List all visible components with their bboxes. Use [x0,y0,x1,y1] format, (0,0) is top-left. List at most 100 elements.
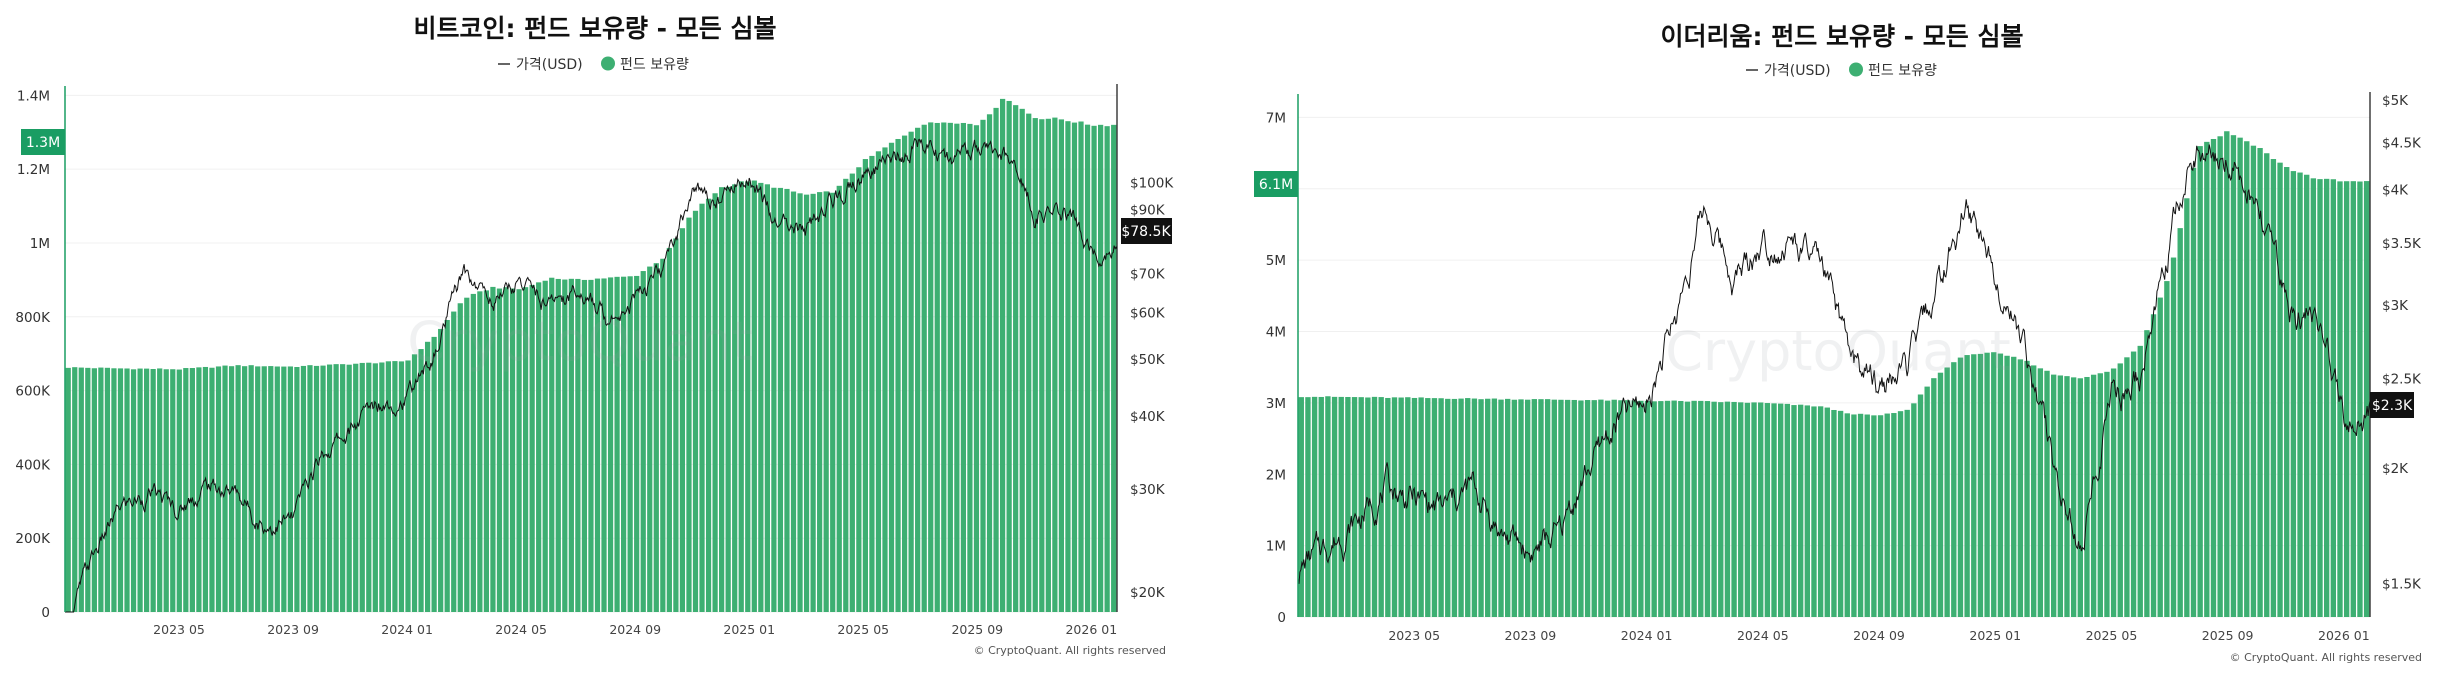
holdings-bar [1678,400,1684,617]
holdings-bar [568,278,574,612]
holdings-bar [1026,113,1032,613]
holdings-bar [1924,386,1930,617]
holdings-bar [2077,378,2083,617]
holdings-bar [2270,159,2277,617]
holdings-bar [2157,297,2163,617]
legend-holdings-label[interactable]: 펀드 보유량 [620,57,689,73]
holdings-bar [1331,396,1338,617]
holdings-bar [1971,354,1977,617]
current-price-badge-bg [2370,392,2414,418]
holdings-bar [1724,401,1731,617]
holdings-bar [895,138,901,613]
holdings-bar [934,122,940,613]
right-tick-label: $1.5K [2382,577,2422,593]
holdings-bar [104,367,111,612]
holdings-bar [137,368,143,612]
holdings-bar [326,364,333,612]
holdings-bar [2170,257,2177,617]
legend-price-label[interactable]: 가격(USD) [1764,63,1831,79]
holdings-bar [464,297,470,612]
holdings-bar [1738,402,1744,617]
holdings-bar [1658,401,1664,617]
holdings-bar [1578,400,1584,617]
holdings-bar [562,279,568,612]
holdings-bar [908,131,914,612]
holdings-bar [2343,181,2350,617]
holdings-bar [287,366,293,612]
holdings-bar [653,263,659,612]
x-tick-label: 2025 05 [837,622,889,637]
plot-area [1297,92,2371,618]
holdings-bar [2164,281,2170,617]
holdings-bar [915,127,921,613]
holdings-bar [144,368,150,612]
left-tick-label: 7M [1266,110,1286,126]
holdings-bar [1084,124,1091,613]
holdings-bar [457,303,463,612]
holdings-bar [2257,148,2263,617]
holdings-bar [1977,353,1984,617]
holdings-bar [1485,398,1491,617]
holdings-bar [346,364,352,612]
holdings-bar [2317,179,2323,617]
holdings-bar [679,228,686,612]
chart-title: 비트코인: 펀드 보유량 - 모든 심볼 [414,14,777,43]
holdings-bar [2290,171,2297,617]
holdings-bar [300,365,307,612]
holdings-bar [732,184,738,612]
holdings-bar [1531,399,1537,617]
holdings-bar [2137,345,2143,617]
holdings-bar [960,122,967,612]
right-tick-label: $70K [1130,266,1166,282]
holdings-bar [999,98,1006,612]
left-tick-label: 1M [30,236,50,252]
holdings-bar [1691,400,1697,617]
holdings-bar [1877,415,1884,617]
current-holdings-value: 1.3M [26,135,60,151]
copyright-text: © CryptoQuant. All rights reserved [974,644,1166,657]
holdings-bar [1438,398,1444,617]
holdings-bar [1538,399,1544,617]
holdings-bar [1091,125,1097,612]
x-tick-label: 2024 01 [1621,628,1673,643]
legend-holdings-label[interactable]: 펀드 보유량 [1868,63,1937,79]
holdings-bar [1505,398,1511,617]
holdings-bar [1571,399,1577,617]
x-tick-label: 2026 01 [1065,622,1117,637]
holdings-bar [398,361,405,612]
holdings-bar [640,271,646,612]
holdings-bar [1104,126,1110,613]
copyright-text: © CryptoQuant. All rights reserved [2230,651,2422,664]
holdings-bar [1791,405,1797,617]
holdings-bar [1065,121,1071,613]
holdings-bar [1458,398,1464,617]
holdings-bar [1006,100,1012,613]
holdings-bar [1558,399,1564,617]
current-price-badge: $78.5K [1121,218,1172,244]
holdings-bar [255,366,261,612]
right-tick-label: $3K [2382,298,2409,314]
x-tick-label: 2023 05 [153,622,205,637]
holdings-bar [202,366,209,612]
holdings-bar [2184,198,2190,617]
bitcoin-chart: 비트코인: 펀드 보유량 - 모든 심볼 가격(USD) 펀드 보유량 0 200… [15,14,1174,657]
holdings-bar [2197,146,2203,617]
holdings-bar [470,293,476,612]
holdings-bar [1698,400,1704,617]
holdings-bar [529,284,535,612]
holdings-bar [2350,181,2356,617]
x-tick-label: 2025 05 [2086,628,2138,643]
holdings-bar [1052,117,1058,612]
holdings-bar [1837,410,1844,617]
right-axis-ticks: $1.5K $2K $2.5K $3K $3.5K $4K $4.5K $5K [2382,93,2422,593]
x-tick-label: 2024 09 [609,622,661,637]
holdings-bar [1684,401,1691,617]
x-tick-label: 2025 09 [951,622,1003,637]
holdings-bar [986,114,993,612]
legend-price-label[interactable]: 가격(USD) [516,57,583,73]
holdings-bar [431,336,437,612]
holdings-bar [1784,403,1791,617]
holdings-bar [85,367,91,612]
holdings-bar [1944,367,1950,617]
holdings-bar [699,203,705,612]
